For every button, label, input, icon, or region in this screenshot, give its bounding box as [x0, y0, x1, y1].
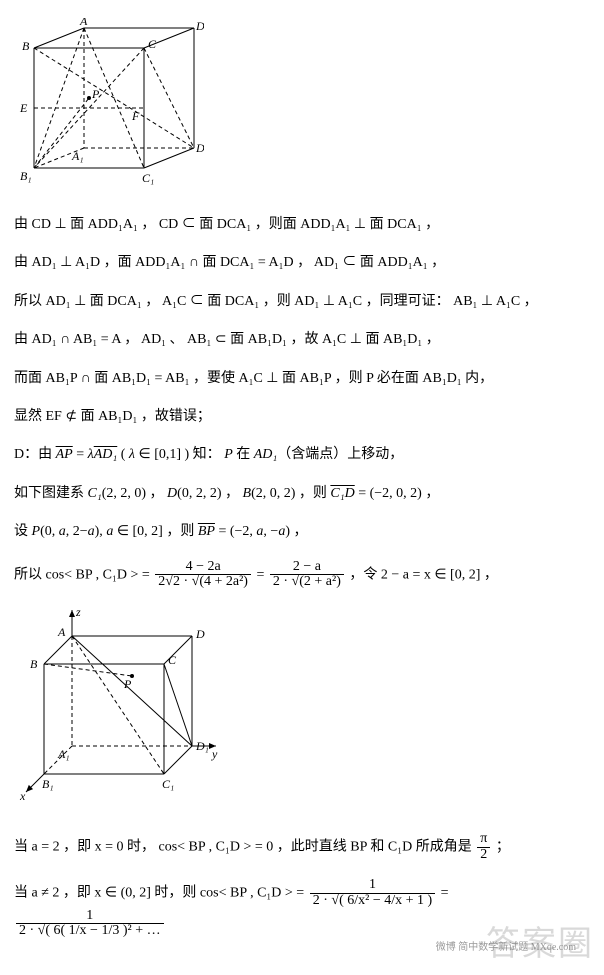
- proof-line-7: D：由 AP = λAD₁ ( λ ∈ [0,1] ) 知： P 在 AD₁（含…: [14, 444, 590, 466]
- cos-lhs: 所以 cos< BP , C₁D > =: [14, 567, 153, 582]
- svg-text:y: y: [211, 747, 218, 761]
- svg-text:F: F: [131, 109, 140, 123]
- svg-text:z: z: [75, 606, 81, 619]
- proof-line-3: 所以 AD₁ ⊥ 面 DCA₁ ， A₁C ⊂ 面 DCA₁ ，则 AD₁ ⊥ …: [14, 291, 590, 313]
- svg-text:P: P: [123, 677, 132, 691]
- frac-2: 2 − a 2 · √(2 + a²): [270, 560, 344, 590]
- frac-pi2: π 2: [477, 832, 490, 862]
- tail-line-1: 当 a = 2 ，即 x = 0 时， cos< BP , C₁D > = 0 …: [14, 832, 590, 862]
- svg-text:B₁: B₁: [20, 169, 32, 183]
- svg-text:B: B: [30, 657, 38, 671]
- svg-text:D₁: D₁: [195, 141, 204, 155]
- cube-figure-2: z y x A D B C A₁ D₁ B₁ C₁ P: [14, 606, 224, 806]
- svg-text:C: C: [168, 653, 177, 667]
- svg-text:B₁: B₁: [42, 777, 54, 791]
- svg-text:P: P: [91, 87, 100, 101]
- tail-line-2: 当 a ≠ 2 ，即 x ∈ (0, 2] 时，则 cos< BP , C₁D …: [14, 878, 590, 939]
- svg-text:A₁: A₁: [57, 747, 70, 761]
- svg-text:D₁: D₁: [195, 739, 209, 753]
- svg-text:E: E: [19, 101, 28, 115]
- svg-text:x: x: [19, 789, 26, 803]
- svg-text:C: C: [148, 37, 157, 51]
- proof-line-4: 由 AD₁ ∩ AB₁ = A ， AD₁ 、 AB₁ ⊂ 面 AB₁D₁ ，故…: [14, 329, 590, 351]
- frac-1: 4 − 2a 2√2 · √(4 + 2a²): [155, 560, 251, 590]
- svg-text:B: B: [22, 39, 30, 53]
- svg-text:C₁: C₁: [142, 171, 154, 185]
- proof-line-10: 所以 cos< BP , C₁D > = 4 − 2a 2√2 · √(4 + …: [14, 560, 590, 590]
- frac-3: 1 2 · √( 6/x² − 4/x + 1 ): [310, 878, 435, 908]
- proof-line-9: 设 P(0, a, 2−a), a ∈ [0, 2] ，则 BP = (−2, …: [14, 521, 590, 543]
- proof-line-8: 如下图建系 C₁(2, 2, 0) ， D(0, 2, 2) ， B(2, 0,…: [14, 483, 590, 505]
- proof-line-6: 显然 EF ⊄ 面 AB₁D₁ ，故错误；: [14, 406, 590, 428]
- svg-text:D: D: [195, 627, 205, 641]
- proof-line-1: 由 CD ⊥ 面 ADD₁A₁ ， CD ⊂ 面 DCA₁ ，则面 ADD₁A₁…: [14, 214, 590, 236]
- proof-line-2: 由 AD₁ ⊥ A₁D ，面 ADD₁A₁ ∩ 面 DCA₁ = A₁D ， A…: [14, 252, 590, 274]
- svg-text:A: A: [79, 18, 88, 28]
- svg-text:D: D: [195, 19, 204, 33]
- frac-4: 1 2 · √( 6( 1/x − 1/3 )² + …: [16, 909, 164, 939]
- source-note: 微博 简中数学新试题 MXqe.com: [436, 938, 576, 953]
- svg-text:C₁: C₁: [162, 777, 174, 791]
- cube-figure-1: A D B C A₁ D₁ B₁ C₁ E F P: [14, 18, 204, 188]
- proof-line-5: 而面 AB₁P ∩ 面 AB₁D₁ = AB₁ ，要使 A₁C ⊥ 面 AB₁P…: [14, 368, 590, 390]
- svg-text:A: A: [57, 625, 66, 639]
- svg-text:A₁: A₁: [71, 149, 84, 163]
